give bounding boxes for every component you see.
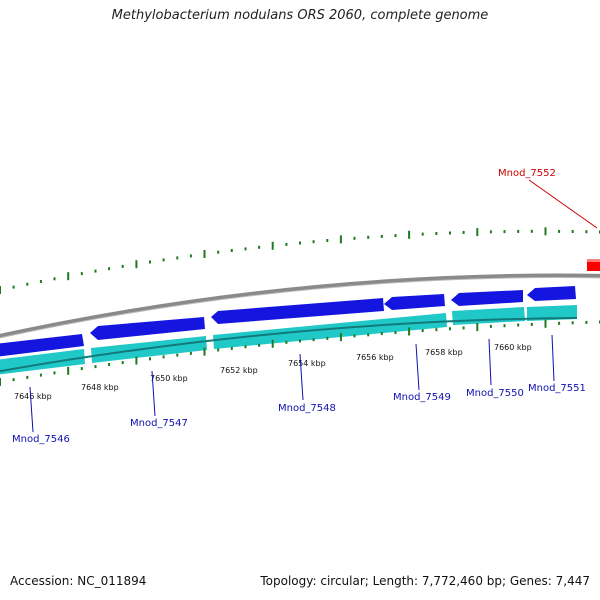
teal-block (91, 336, 207, 363)
genome-stats-text: Topology: circular; Length: 7,772,460 bp… (260, 574, 590, 588)
gene-label[interactable]: Mnod_7546 (12, 434, 70, 445)
cds-arrow[interactable] (451, 290, 523, 306)
inner-tick-marks (0, 319, 600, 386)
ruler-label: 7660 kbp (494, 343, 532, 352)
ruler-label: 7646 kbp (14, 392, 52, 401)
outer-tick-marks (0, 227, 600, 294)
teal-block (452, 307, 525, 325)
cds-arrow[interactable] (211, 298, 384, 324)
cds-track (0, 259, 600, 375)
gene-label[interactable]: Mnod_7547 (130, 418, 188, 429)
ruler-label: 7658 kbp (425, 348, 463, 357)
gene-label[interactable]: Mnod_7550 (466, 388, 524, 399)
cds-arrow[interactable] (0, 334, 84, 357)
gene-label[interactable]: Mnod_7551 (528, 383, 586, 394)
cds-arrow[interactable] (527, 286, 576, 301)
ruler-label: 7650 kbp (150, 374, 188, 383)
map-title: Methylobacterium nodulans ORS 2060, comp… (111, 8, 489, 23)
ruler-labels: 7646 kbp 7648 kbp 7650 kbp 7652 kbp 7654… (14, 343, 532, 401)
teal-block (527, 305, 577, 321)
cds-arrow[interactable] (90, 317, 205, 340)
highlight-gene-label[interactable]: Mnod_7552 (498, 168, 556, 179)
gene-label[interactable]: Mnod_7549 (393, 392, 451, 403)
gene-label[interactable]: Mnod_7548 (278, 403, 336, 414)
genome-backbone (0, 273, 600, 338)
ruler-label: 7652 kbp (220, 366, 258, 375)
ruler-label: 7648 kbp (81, 383, 119, 392)
ruler-label: 7656 kbp (356, 353, 394, 362)
ruler-label: 7654 kbp (288, 359, 326, 368)
accession-text: Accession: NC_011894 (10, 574, 147, 588)
gene-leader-lines (29, 334, 555, 433)
cds-arrow[interactable] (384, 294, 445, 310)
teal-block (213, 313, 447, 349)
gene-labels: Mnod_7546 Mnod_7547 Mnod_7548 Mnod_7549 … (12, 168, 586, 445)
